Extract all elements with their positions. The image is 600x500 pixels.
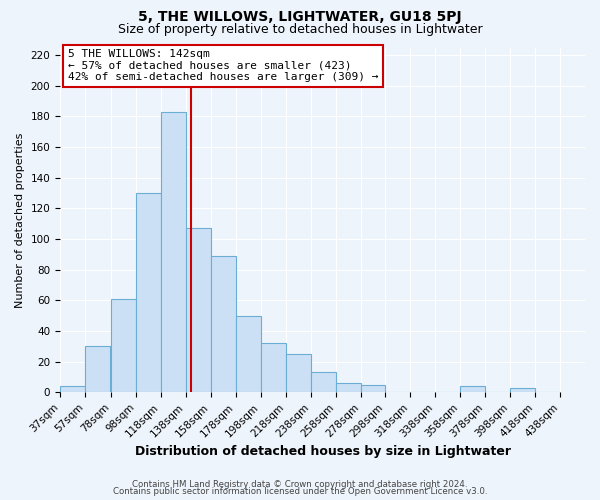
Text: Contains HM Land Registry data © Crown copyright and database right 2024.: Contains HM Land Registry data © Crown c… bbox=[132, 480, 468, 489]
Text: 5 THE WILLOWS: 142sqm
← 57% of detached houses are smaller (423)
42% of semi-det: 5 THE WILLOWS: 142sqm ← 57% of detached … bbox=[68, 49, 379, 82]
Bar bbox=[311, 372, 335, 392]
Bar bbox=[510, 388, 535, 392]
Bar bbox=[261, 344, 286, 392]
Bar bbox=[186, 228, 211, 392]
Text: Contains public sector information licensed under the Open Government Licence v3: Contains public sector information licen… bbox=[113, 487, 487, 496]
Text: Size of property relative to detached houses in Lightwater: Size of property relative to detached ho… bbox=[118, 22, 482, 36]
Bar bbox=[211, 256, 236, 392]
Bar bbox=[460, 386, 485, 392]
Y-axis label: Number of detached properties: Number of detached properties bbox=[15, 132, 25, 308]
Bar bbox=[111, 299, 136, 392]
Bar bbox=[361, 384, 385, 392]
X-axis label: Distribution of detached houses by size in Lightwater: Distribution of detached houses by size … bbox=[134, 444, 511, 458]
Bar bbox=[286, 354, 311, 393]
Bar bbox=[335, 383, 361, 392]
Bar bbox=[60, 386, 85, 392]
Text: 5, THE WILLOWS, LIGHTWATER, GU18 5PJ: 5, THE WILLOWS, LIGHTWATER, GU18 5PJ bbox=[138, 10, 462, 24]
Bar bbox=[85, 346, 110, 393]
Bar bbox=[136, 193, 161, 392]
Bar bbox=[161, 112, 186, 392]
Bar bbox=[236, 316, 261, 392]
